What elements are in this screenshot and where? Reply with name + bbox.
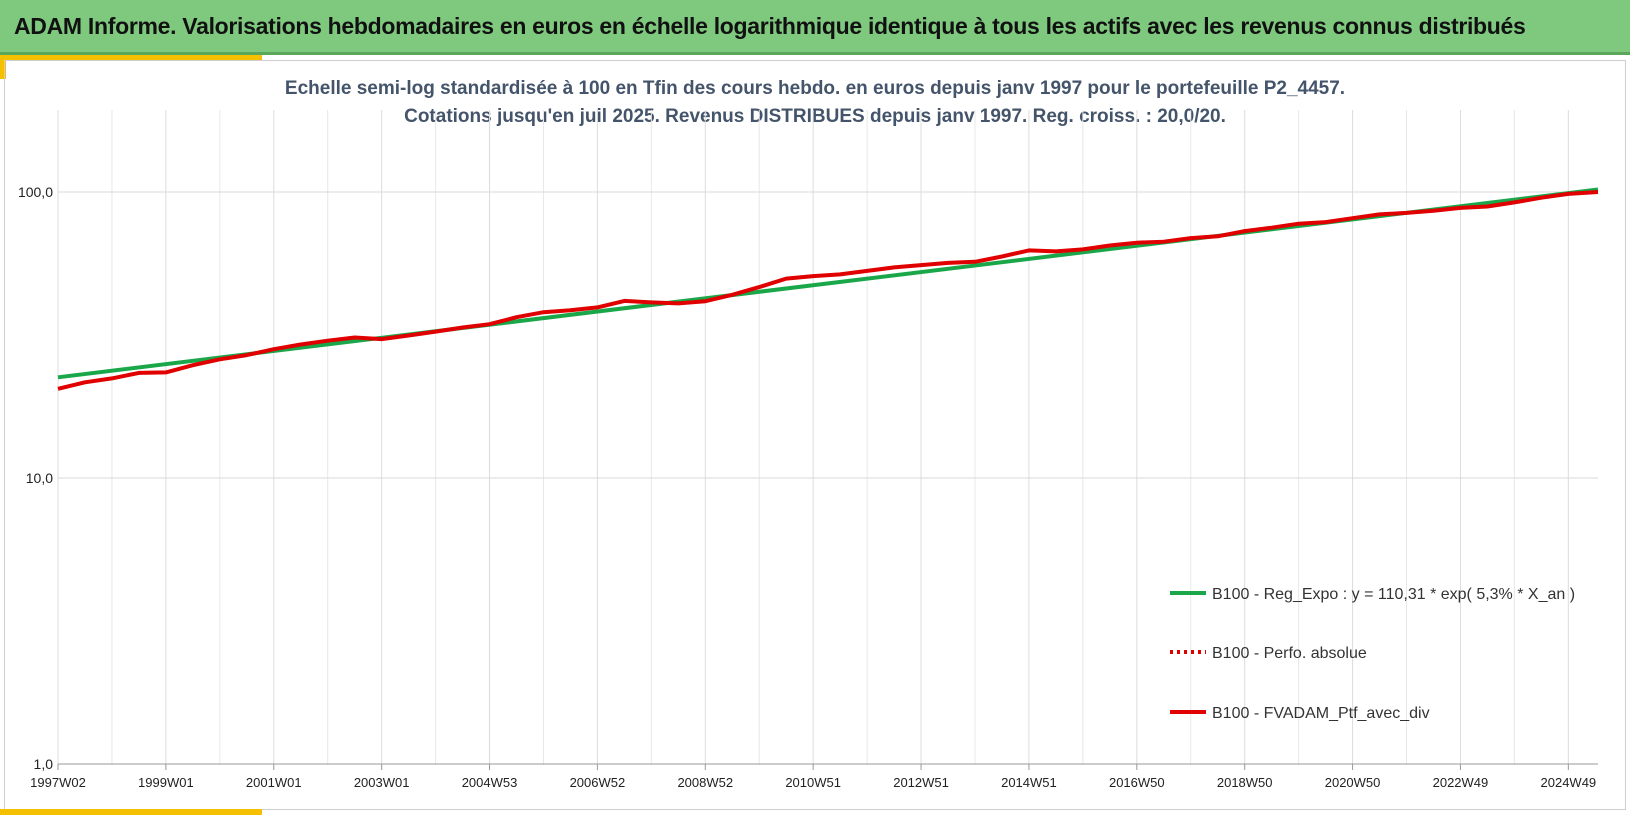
x-tick-label: 1997W02 [30, 775, 86, 790]
x-tick-label: 2024W49 [1541, 775, 1597, 790]
x-tick-label: 2001W01 [246, 775, 302, 790]
chart-title-line1: Echelle semi-log standardisée à 100 en T… [284, 78, 1346, 99]
legend-label: B100 - Perfo. absolue [1212, 645, 1367, 662]
x-tick-label: 2016W50 [1109, 775, 1165, 790]
legend-label: B100 - Reg_Expo : y = 110,31 * exp( 5,3%… [1212, 586, 1575, 603]
chart-title-line2: Cotations jusqu'en juil 2025. Revenus DI… [404, 106, 1226, 127]
accent-bar-left [0, 55, 6, 79]
x-tick-label: 2012W51 [893, 775, 949, 790]
accent-bar-top [0, 55, 262, 61]
legend-label: B100 - FVADAM_Ptf_avec_div [1212, 705, 1430, 722]
x-tick-label: 2010W51 [785, 775, 841, 790]
x-tick-label: 2018W50 [1217, 775, 1273, 790]
x-tick-label: 2022W49 [1433, 775, 1489, 790]
x-tick-label: 1999W01 [138, 775, 194, 790]
x-tick-label: 2008W52 [677, 775, 733, 790]
accent-bar-bottom [0, 809, 262, 815]
series-line-2 [57, 190, 1599, 391]
report-title: ADAM Informe. Valorisations hebdomadaire… [14, 13, 1526, 39]
x-tick-label: 2014W51 [1001, 775, 1057, 790]
x-tick-label: 2004W53 [462, 775, 518, 790]
x-tick-label: 2003W01 [354, 775, 410, 790]
report-header: ADAM Informe. Valorisations hebdomadaire… [0, 0, 1630, 55]
y-tick-label: 1,0 [34, 756, 54, 772]
y-tick-label: 100,0 [18, 184, 53, 200]
x-tick-label: 2020W50 [1325, 775, 1381, 790]
y-tick-label: 10,0 [26, 470, 53, 486]
chart-frame [4, 60, 1626, 810]
x-tick-label: 2006W52 [570, 775, 626, 790]
